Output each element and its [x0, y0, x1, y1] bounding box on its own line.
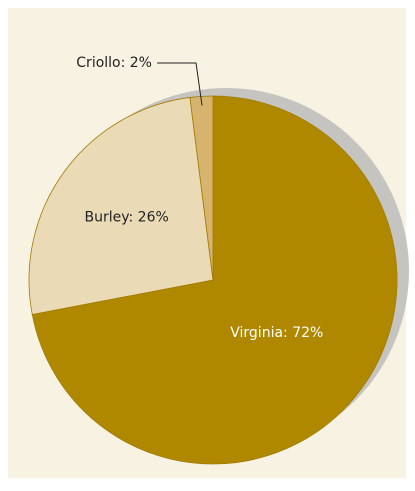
slice-label: Burley: 26% [85, 209, 169, 225]
pie-slice [189, 95, 214, 281]
slice-label: Virginia: 72% [230, 325, 323, 341]
slice-label: Criollo: 2% [76, 55, 152, 71]
leader-line [157, 62, 203, 106]
pie-slice [31, 95, 398, 465]
pie-slice [28, 97, 214, 315]
